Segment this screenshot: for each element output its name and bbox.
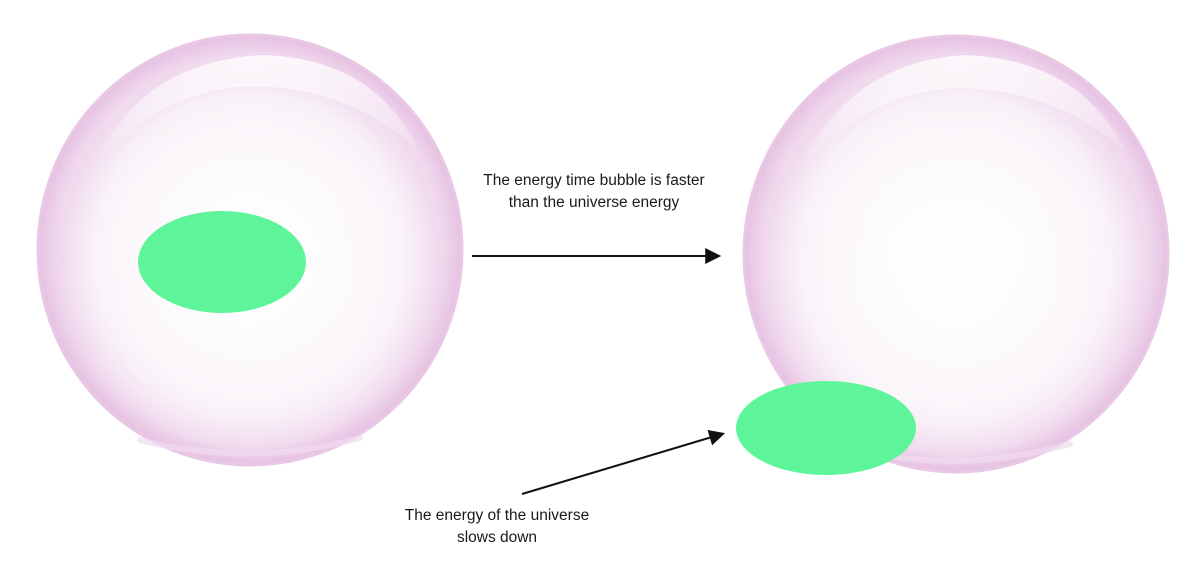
bottom-arrow-label: The energy of the universe slows down (404, 507, 590, 546)
right-energy-blob (736, 381, 916, 475)
bottom-arrow (521, 430, 726, 495)
top-arrow-label: The energy time bubble is faster than th… (483, 172, 705, 211)
left-energy-blob (138, 211, 306, 313)
right-bubble (742, 34, 1170, 474)
